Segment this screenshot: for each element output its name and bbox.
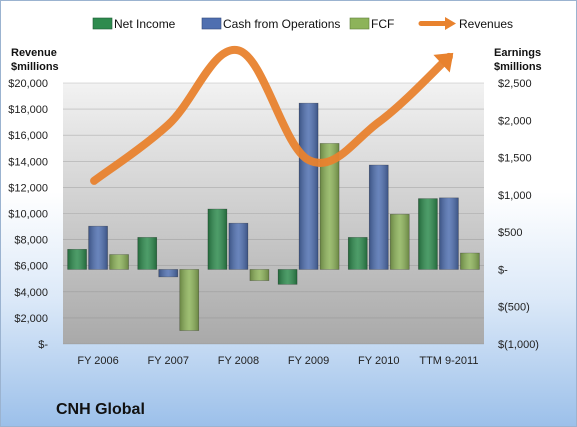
bar-cash-from-operations xyxy=(228,222,249,270)
bar-fcf xyxy=(249,269,270,281)
left-axis-tick-label: $- xyxy=(38,339,48,351)
revenue-line-path xyxy=(90,46,453,185)
x-axis-tick-label: TTM 9-2011 xyxy=(419,355,478,367)
left-axis-label-line1: Revenue xyxy=(11,47,57,59)
left-axis-tick-label: $12,000 xyxy=(8,182,48,194)
bar-shade xyxy=(460,253,480,270)
right-axis-tick-label: $500 xyxy=(498,227,522,239)
bar-shade xyxy=(249,269,269,281)
bar-cash-from-operations xyxy=(158,269,179,278)
left-axis-tick-label: $18,000 xyxy=(8,104,48,116)
right-axis-label-line1: Earnings xyxy=(494,47,541,59)
x-axis-tick-label: FY 2006 xyxy=(77,355,118,367)
right-axis-tick-label: $2,500 xyxy=(498,78,532,90)
legend-swatch-cash-from-operations xyxy=(201,17,222,30)
legend-swatch-net-income xyxy=(92,17,113,30)
bar-fcf xyxy=(109,254,129,270)
legend-arrowhead-revenues xyxy=(445,17,456,30)
bar-cash-from-operations xyxy=(439,197,459,270)
x-axis-tick-label: FY 2010 xyxy=(358,355,399,367)
bar-shade xyxy=(67,249,87,270)
bar-shade xyxy=(228,223,248,270)
left-axis-tick-label: $2,000 xyxy=(14,313,48,325)
bar-shade xyxy=(278,269,298,285)
legend-label-cash-from-operations: Cash from Operations xyxy=(223,17,340,31)
bar-net-income xyxy=(137,237,158,270)
bar-cash-from-operations xyxy=(298,102,319,270)
bar-fcf xyxy=(179,269,200,331)
legend-label-net-income: Net Income xyxy=(114,17,176,31)
right-axis-tick-label: $(1,000) xyxy=(498,339,539,351)
bar-fcf xyxy=(389,213,410,270)
bar-shade xyxy=(390,214,410,270)
left-axis-tick-label: $4,000 xyxy=(14,287,48,299)
left-axis-tick-label: $16,000 xyxy=(8,130,48,142)
right-axis-label-line2: $millions xyxy=(494,61,542,73)
bar-shade xyxy=(137,237,157,270)
left-axis-tick-label: $6,000 xyxy=(14,261,48,273)
bar-shade xyxy=(418,198,438,270)
bar-net-income xyxy=(418,198,438,270)
bar-shade xyxy=(207,209,227,270)
left-axis-tick-label: $8,000 xyxy=(14,235,48,247)
left-axis-tick-label: $20,000 xyxy=(8,78,48,90)
legend: Net Income Cash from Operations FCF Reve… xyxy=(92,17,513,31)
revenue-line xyxy=(90,46,454,185)
bar-shade xyxy=(179,269,199,331)
x-axis-tick-label: FY 2009 xyxy=(288,355,329,367)
revenue-arrowhead xyxy=(433,52,454,73)
right-axis-ticks: $(1,000) $(500) $- $500 $1,000 $1,500 $2,000 $2… xyxy=(498,78,539,351)
left-axis-tick-label: $14,000 xyxy=(8,156,48,168)
right-axis-tick-label: $1,500 xyxy=(498,153,532,165)
bar-shade xyxy=(299,103,319,270)
bar-shade xyxy=(109,254,129,270)
x-axis-tick-label: FY 2007 xyxy=(148,355,189,367)
bar-cash-from-operations xyxy=(368,164,389,270)
x-axis-tick-label: FY 2008 xyxy=(218,355,259,367)
chart-title: CNH Global xyxy=(56,401,145,418)
right-axis-tick-label: $(500) xyxy=(498,302,530,314)
left-axis-label-line2: $millions xyxy=(11,61,59,73)
bar-shade xyxy=(88,226,108,270)
bar-shade xyxy=(369,165,389,270)
bar-shade xyxy=(320,143,340,270)
legend-swatch-fcf xyxy=(349,17,370,30)
left-axis-ticks: $- $2,000 $4,000 $6,000 $8,000 $10,000 $12,000… xyxy=(8,78,48,351)
legend-label-fcf: FCF xyxy=(371,17,394,31)
bar-fcf xyxy=(319,143,340,270)
x-axis-ticks: FY 2006 FY 2007 FY 2008 FY 2009 FY 2010 TTM 9… xyxy=(77,355,478,367)
bar-shade xyxy=(348,237,368,270)
legend-label-revenues: Revenues xyxy=(459,17,513,31)
bar-shade xyxy=(439,197,459,270)
bars xyxy=(67,102,480,331)
right-axis-tick-label: $2,000 xyxy=(498,115,532,127)
right-axis-tick-label: $1,000 xyxy=(498,190,532,202)
left-axis-tick-label: $10,000 xyxy=(8,209,48,221)
bar-net-income xyxy=(67,248,87,270)
bar-net-income xyxy=(277,269,298,285)
bar-net-income xyxy=(347,237,368,270)
bar-net-income xyxy=(207,208,228,270)
bar-cash-from-operations xyxy=(88,225,108,270)
bar-shade xyxy=(158,269,178,277)
right-axis-tick-label: $- xyxy=(498,264,508,276)
bar-fcf xyxy=(460,252,480,270)
